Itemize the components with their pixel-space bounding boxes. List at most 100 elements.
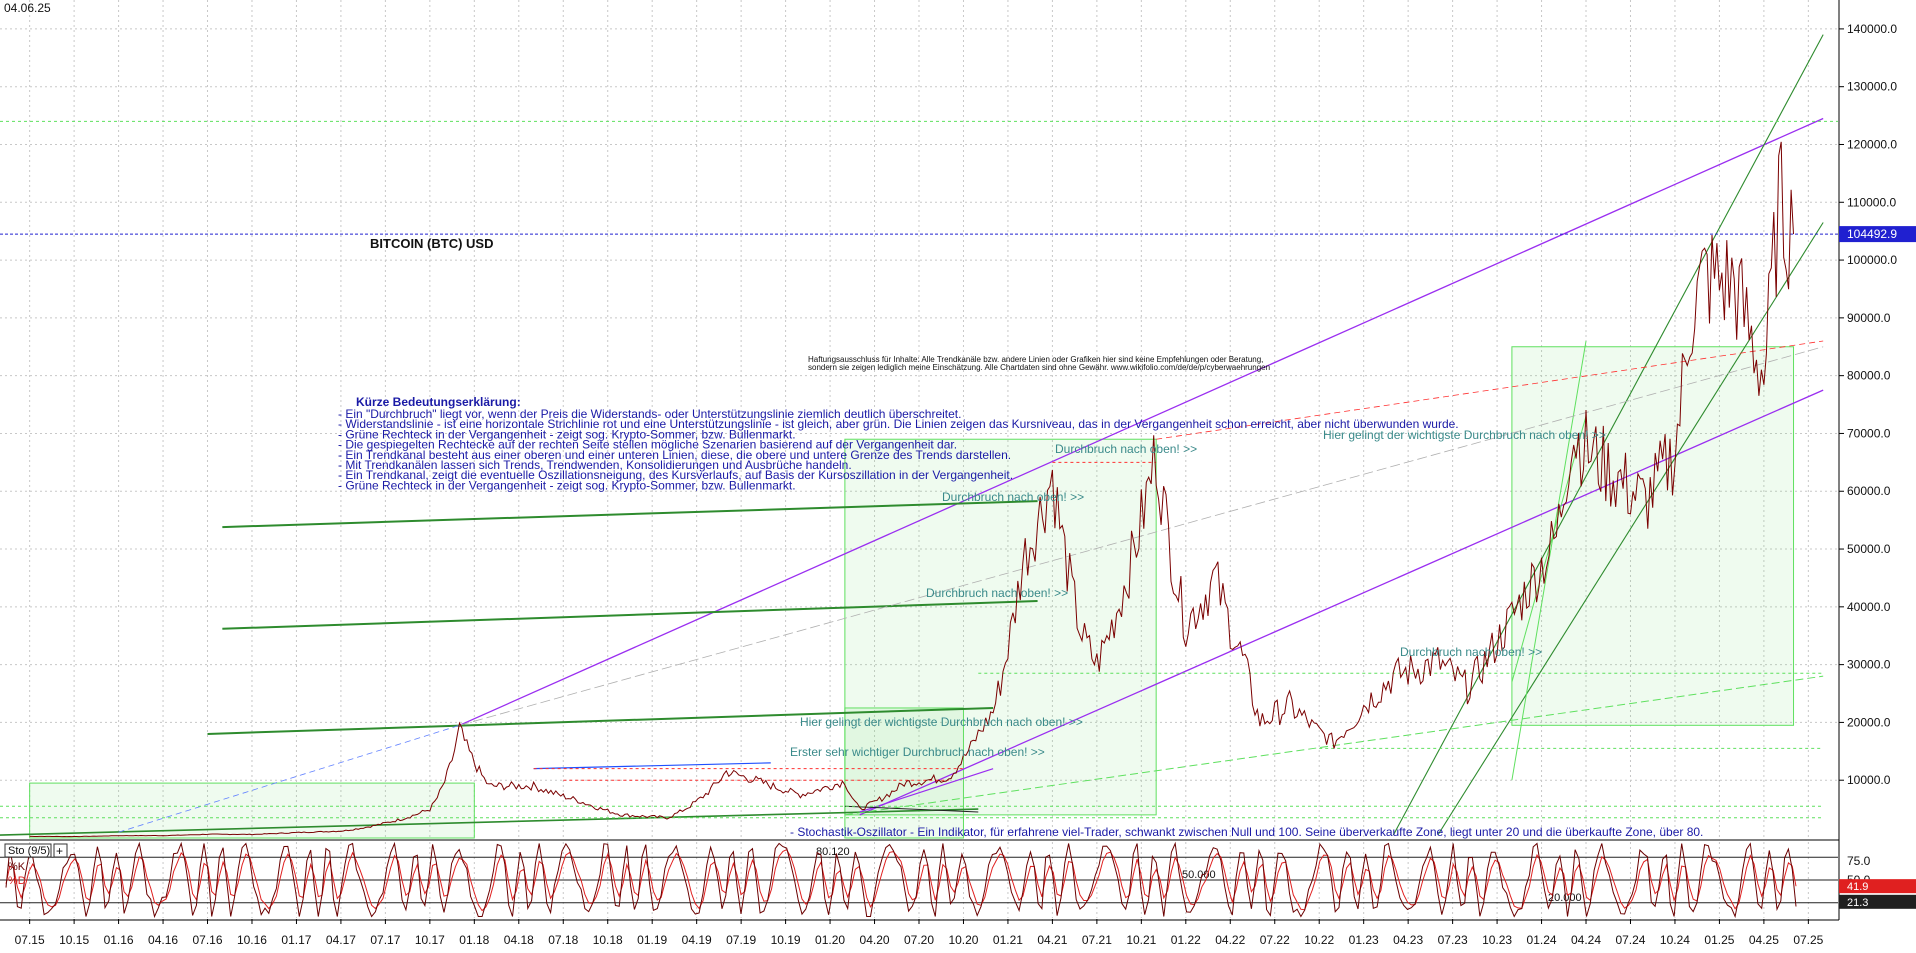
osc-level-50-label: 50.000 — [1182, 869, 1216, 881]
y-tick-label: 110000.0 — [1847, 195, 1896, 209]
legend-line: - Grüne Rechteck in der Vergangenheit - … — [338, 478, 796, 492]
x-tick-label: 07.24 — [1615, 933, 1645, 947]
legend-heading: Kürze Bedeutungserklärung: — [356, 395, 521, 409]
y-tick-label: 120000.0 — [1847, 137, 1897, 151]
x-tick-label: 07.16 — [193, 933, 223, 947]
price-tag: 104492.9 — [1847, 227, 1897, 241]
x-tick-label: 07.23 — [1438, 933, 1468, 947]
y-tick-label: 140000.0 — [1847, 22, 1897, 36]
stochastic-k-line — [5, 841, 1797, 919]
y-tick-label: 130000.0 — [1847, 80, 1897, 94]
disclaimer-line: sondern sie zeigen lediglich meine Einsc… — [808, 363, 1270, 372]
y-tick-label: 40000.0 — [1847, 600, 1891, 614]
annotation-d2: Durchbruch nach oben! >> — [942, 490, 1084, 504]
y-tick-label: 100000.0 — [1847, 253, 1897, 267]
green-resistance-2 — [222, 600, 1038, 630]
x-tick-label: 07.19 — [726, 933, 756, 947]
y-tick-label: 80000.0 — [1847, 369, 1891, 383]
osc-k-tag: 41.9 — [1847, 881, 1868, 893]
x-tick-label: 10.22 — [1304, 933, 1334, 947]
annotation-d3: Durchbruch nach oben! >> — [926, 586, 1068, 600]
x-tick-label: 07.20 — [904, 933, 934, 947]
x-tick-label: 04.25 — [1749, 933, 1779, 947]
osc-k-label: %K — [8, 861, 26, 873]
purple-channel-lower — [859, 389, 1824, 816]
legend-line: - Die gespiegelten Rechtecke auf der rec… — [338, 438, 957, 452]
x-tick-label: 07.22 — [1260, 933, 1290, 947]
disclaimer-line: Haftungsausschluss für Inhalte: Alle Tre… — [808, 355, 1263, 364]
x-tick-label: 04.19 — [682, 933, 712, 947]
x-tick-label: 01.21 — [993, 933, 1023, 947]
osc-k-tag-bg — [1839, 879, 1916, 894]
osc-title-box — [4, 843, 52, 858]
x-tick-label: 01.25 — [1704, 933, 1734, 947]
green-channel-lower — [1437, 222, 1824, 836]
x-tick-label: 07.18 — [548, 933, 578, 947]
green-resistance-1 — [222, 500, 1038, 529]
x-tick-label: 10.18 — [593, 933, 623, 947]
bull-rectangle-2020 — [844, 707, 964, 839]
x-tick-label: 10.24 — [1660, 933, 1690, 947]
osc-axis-75: 75.0 — [1847, 854, 1871, 868]
annotation-d1: Durchbruch nach oben! >> — [1055, 442, 1197, 456]
x-tick-label: 01.17 — [281, 933, 311, 947]
x-tick-label: 04.21 — [1037, 933, 1067, 947]
legend-line: - Ein "Durchbruch" liegt vor, wenn der P… — [338, 407, 961, 421]
red-long-trend — [1156, 340, 1824, 440]
price-tag-bg — [1839, 226, 1916, 243]
blue-2020-line — [859, 768, 994, 813]
annotation-w2: Hier gelingt der wichtigste Durchbruch n… — [800, 715, 1083, 729]
x-tick-label: 01.18 — [459, 933, 489, 947]
osc-add-icon: + — [56, 844, 63, 858]
x-tick-label: 10.23 — [1482, 933, 1512, 947]
y-tick-label: 70000.0 — [1847, 426, 1891, 440]
y-tick-label: 30000.0 — [1847, 658, 1891, 672]
x-tick-label: 01.22 — [1171, 933, 1201, 947]
green-resistance-3 — [207, 706, 994, 735]
osc-d-tag: 21.3 — [1847, 897, 1868, 909]
bright-green-trend-3 — [1511, 415, 1587, 683]
x-tick-label: 04.16 — [148, 933, 178, 947]
osc-d-label: %D — [8, 875, 26, 887]
osc-title: Sto (9/5) — [8, 845, 50, 857]
osc-level-20-label: 20.000 — [1548, 892, 1582, 904]
bright-green-trend-2 — [1511, 340, 1587, 781]
y-tick-label: 60000.0 — [1847, 484, 1891, 498]
annotation-d4: Durchbruch nach oben! >> — [1400, 645, 1542, 659]
x-tick-label: 10.15 — [59, 933, 89, 947]
date-label: 04.06.25 — [4, 1, 51, 15]
x-tick-label: 01.20 — [815, 933, 845, 947]
blue-2019-line — [533, 762, 771, 770]
legend-line: - Ein Trendkanal besteht aus einer obere… — [338, 448, 1011, 462]
black-flat-line — [844, 805, 979, 813]
osc-level-80-label: 80.120 — [816, 846, 850, 858]
x-tick-label: 10.21 — [1126, 933, 1156, 947]
y-tick-label: 20000.0 — [1847, 715, 1891, 729]
mirrored-rectangle-2024 — [1511, 346, 1795, 726]
y-tick-label: 50000.0 — [1847, 542, 1891, 556]
x-tick-label: 07.17 — [370, 933, 400, 947]
x-tick-label: 04.20 — [860, 933, 890, 947]
x-tick-label: 04.23 — [1393, 933, 1423, 947]
legend-line: - Mit Trendkanälen lassen sich Trends, T… — [338, 458, 852, 472]
x-tick-label: 01.24 — [1527, 933, 1557, 947]
x-tick-label: 10.17 — [415, 933, 445, 947]
x-tick-label: 10.16 — [237, 933, 267, 947]
x-tick-label: 01.23 — [1349, 933, 1379, 947]
x-tick-label: 01.16 — [104, 933, 134, 947]
green-channel-upper — [1392, 34, 1824, 836]
osc-d-tag-bg — [1839, 894, 1916, 909]
legend-line: - Widerstandslinie - ist eine horizontal… — [338, 417, 1459, 431]
annotation-first: Erster sehr wichtiger Durchbruch nach ob… — [790, 745, 1045, 759]
x-tick-label: 07.25 — [1793, 933, 1823, 947]
x-tick-label: 01.19 — [637, 933, 667, 947]
legend-line: - Ein Trendkanal, zeigt die eventuelle O… — [338, 468, 1013, 482]
chart-title: BITCOIN (BTC) USD — [370, 236, 494, 251]
price-series-line — [29, 141, 1794, 838]
purple-channel-upper — [459, 117, 1824, 726]
bull-rectangle-2017 — [29, 782, 475, 839]
x-tick-label: 07.15 — [15, 933, 45, 947]
y-tick-label: 90000.0 — [1847, 311, 1891, 325]
